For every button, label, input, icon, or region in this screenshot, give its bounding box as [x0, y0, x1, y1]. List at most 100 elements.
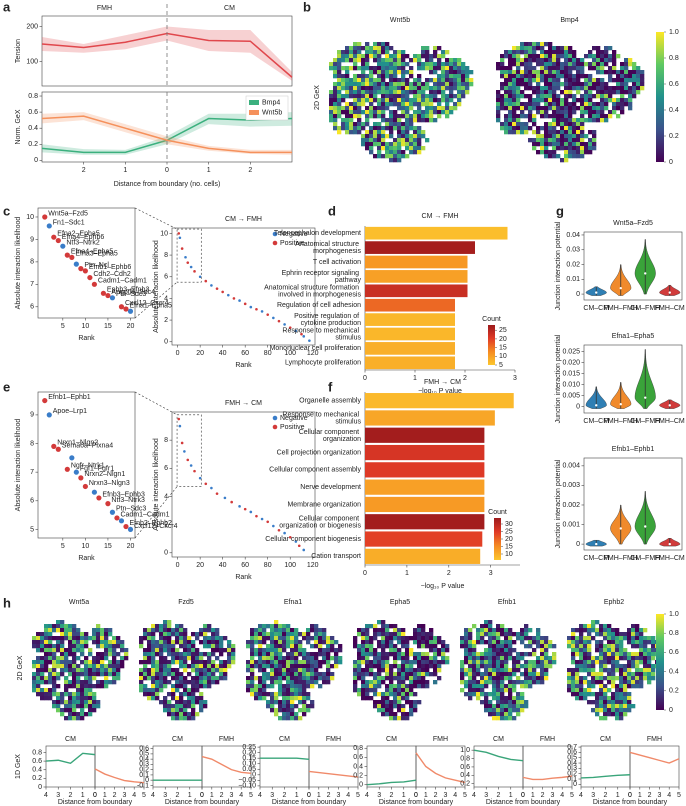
map-cell [377, 138, 382, 143]
map-cell [409, 90, 414, 95]
map-cell [628, 70, 633, 75]
map-cell [520, 632, 525, 637]
map-cell [377, 632, 382, 637]
map-cell [310, 624, 315, 629]
map-cell [48, 656, 53, 661]
map-cell [389, 86, 394, 91]
map-cell [405, 668, 410, 673]
map-cell [40, 696, 45, 701]
map-cell [361, 82, 366, 87]
map-cell [175, 696, 180, 701]
x-tick-label: 2 [176, 792, 180, 799]
map-cell [357, 98, 362, 103]
map-cell [599, 676, 604, 681]
y-tick-label: −0.10 [238, 783, 256, 790]
map-cell [52, 692, 57, 697]
map-cell [80, 652, 85, 657]
x-tick-label: 0 [165, 167, 169, 174]
map-cell [524, 672, 529, 677]
map-cell [96, 660, 101, 665]
map-cell [96, 672, 101, 677]
map-cell [611, 684, 616, 689]
point-label: Efnb1–Ephb6 [89, 264, 132, 271]
map-cell [357, 628, 362, 633]
map-cell [44, 644, 49, 649]
map-cell [536, 42, 541, 47]
map-cell [556, 138, 561, 143]
map-cell [143, 636, 148, 641]
y-tick-label: 0.010 [562, 381, 580, 388]
map-cell [484, 620, 489, 625]
map-cell [472, 676, 477, 681]
map-cell [171, 640, 176, 645]
map-cell [52, 704, 57, 709]
line [366, 779, 417, 786]
map-cell [576, 142, 581, 147]
map-cell [437, 652, 442, 657]
map-cell [619, 700, 624, 705]
map-cell [409, 704, 414, 709]
map-cell [147, 696, 152, 701]
spatial-map [32, 620, 129, 721]
map-cell [381, 644, 386, 649]
map-cell [72, 636, 77, 641]
region-label: FMH [540, 736, 555, 743]
map-cell [572, 142, 577, 147]
map-cell [353, 66, 358, 71]
map-cell [592, 134, 597, 139]
colorbar-label: Count [488, 509, 507, 516]
map-cell [171, 672, 176, 677]
point [46, 223, 52, 229]
map-cell [560, 102, 565, 107]
map-cell [203, 680, 208, 685]
map-cell [191, 708, 196, 713]
map-cell [480, 680, 485, 685]
map-cell [139, 672, 144, 677]
map-cell [357, 102, 362, 107]
map-cell [369, 90, 374, 95]
map-cell [369, 110, 374, 115]
map-cell [611, 632, 616, 637]
map-cell [341, 74, 346, 79]
map-cell [413, 102, 418, 107]
map-cell [270, 632, 275, 637]
map-cell [393, 62, 398, 67]
map-cell [88, 684, 93, 689]
map-cell [579, 644, 584, 649]
map-cell [330, 640, 335, 645]
map-cell [512, 668, 517, 673]
map-cell [560, 130, 565, 135]
map-cell [615, 692, 620, 697]
category-label: Cellular component organization or bioge… [279, 515, 361, 529]
map-cell [389, 70, 394, 75]
map-cell [488, 628, 493, 633]
map-cell [373, 676, 378, 681]
map-cell [528, 684, 533, 689]
point [91, 489, 97, 495]
map-cell [504, 54, 509, 59]
x-tick-label: 10 [81, 323, 89, 330]
map-cell [500, 712, 505, 717]
map-title: Wnt5a [69, 599, 89, 606]
map-cell [453, 102, 458, 107]
map-cell [417, 146, 422, 151]
map-cell [639, 648, 644, 653]
map-cell [508, 66, 513, 71]
map-cell [250, 632, 255, 637]
map-cell [278, 716, 283, 721]
map-cell [591, 620, 596, 625]
category-label: Anatomical structure formation involved … [264, 284, 361, 298]
map-cell [159, 644, 164, 649]
map-cell [460, 688, 465, 693]
map-cell [461, 86, 466, 91]
map-cell [421, 652, 426, 657]
map-cell [417, 78, 422, 83]
map-cell [576, 126, 581, 131]
map-cell [544, 146, 549, 151]
map-cell [401, 102, 406, 107]
map-cell [472, 664, 477, 669]
point [300, 332, 303, 336]
map-cell [500, 82, 505, 87]
map-cell [496, 644, 501, 649]
map-cell [441, 78, 446, 83]
